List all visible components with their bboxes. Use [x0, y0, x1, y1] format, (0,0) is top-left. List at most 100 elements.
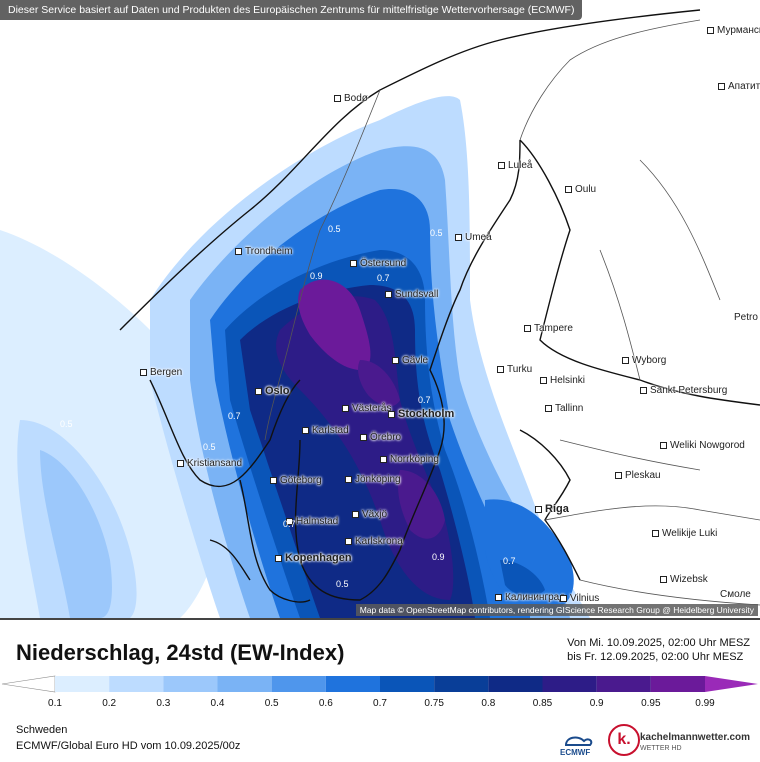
- city-marker-icon: [385, 290, 392, 298]
- map-attribution: Map data © OpenStreetMap contributors, r…: [355, 604, 758, 616]
- city-orebro: Örebro: [360, 432, 401, 443]
- city-vilnius: Vilnius: [560, 593, 599, 604]
- scale-tick-label: 0.85: [532, 698, 553, 709]
- forecast-map[interactable]: Dieser Service basiert auf Daten und Pro…: [0, 0, 760, 618]
- ecmwf-banner: Dieser Service basiert auf Daten und Pro…: [0, 0, 583, 20]
- city-petro: Petro: [734, 312, 758, 323]
- color-scale-bar: [1, 675, 758, 693]
- city-marker-icon: [302, 426, 309, 434]
- scale-tick-label: 0.1: [48, 698, 62, 709]
- contour-label: 0.5: [60, 419, 73, 429]
- city-marker-icon: [524, 324, 531, 332]
- contour-label: 0.5: [336, 579, 349, 589]
- city-marker-icon: [255, 387, 262, 395]
- city-marker-icon: [498, 161, 505, 169]
- scale-swatch: [55, 676, 110, 692]
- city-marker-icon: [270, 476, 277, 484]
- scale-tick-label: 0.99: [695, 698, 715, 709]
- scale-low-arrow: [1, 675, 56, 693]
- city-bergen: Bergen: [140, 367, 182, 378]
- city-marker-icon: [286, 517, 293, 525]
- scale-swatch: [271, 676, 326, 692]
- city-marker-icon: [140, 368, 147, 376]
- city-pleskau: Pleskau: [615, 470, 661, 481]
- scale-swatch: [650, 676, 705, 692]
- city-marker-icon: [660, 575, 667, 583]
- city-stockholm: Stockholm: [388, 408, 454, 420]
- city-lulea: Luleå: [498, 160, 532, 171]
- scale-tick-label: 0.3: [156, 698, 171, 709]
- city-marker-icon: [334, 94, 341, 102]
- city-marker-icon: [345, 475, 352, 483]
- contour-label: 0.7: [228, 411, 241, 421]
- city-tampere: Tampere: [524, 323, 573, 334]
- contour-label: 0.7: [283, 519, 296, 529]
- city-trondheim: Trondheim: [235, 246, 292, 257]
- city-marker-icon: [455, 233, 462, 241]
- city-karlstad: Karlstad: [302, 425, 349, 436]
- model-run-label: ECMWF/Global Euro HD vom 10.09.2025/00z: [16, 740, 241, 752]
- scale-tick-label: 0.6: [318, 698, 333, 709]
- city-marker-icon: [350, 259, 357, 267]
- city-apatity: Апатиты: [718, 81, 760, 92]
- region-label: Schweden: [16, 724, 68, 736]
- scale-swatch: [109, 676, 164, 692]
- city-marker-icon: [352, 510, 359, 518]
- contour-label: 0.5: [430, 228, 443, 238]
- city-goteborg: Göteborg: [270, 475, 322, 486]
- period-to: bis Fr. 12.09.2025, 02:00 Uhr MESZ: [567, 651, 744, 663]
- period-from: Von Mi. 10.09.2025, 02:00 Uhr MESZ: [567, 637, 750, 649]
- city-karlskrona: Karlskrona: [345, 536, 403, 547]
- color-scale-ticks: 0.1 0.2 0.3 0.4 0.5 0.6 0.7 0.75 0.8 0.85 0.9 0.95 0…: [0, 698, 760, 712]
- city-marker-icon: [718, 82, 725, 90]
- city-ostersund: Östersund: [350, 258, 406, 269]
- city-vasteras: Västerås: [342, 403, 391, 414]
- city-oslo: Oslo: [255, 385, 289, 397]
- contour-label: 0.7: [503, 556, 516, 566]
- contour-label: 0.9: [432, 552, 445, 562]
- city-marker-icon: [495, 593, 502, 601]
- city-sundsvall: Sundsvall: [385, 289, 438, 300]
- scale-high-arrow: [705, 676, 758, 692]
- kachelmann-subtitle: WETTER HD: [640, 745, 682, 752]
- contour-label: 0.5: [328, 224, 341, 234]
- kachelmann-site-name[interactable]: kachelmannwetter.com: [640, 732, 751, 743]
- city-riga: Riga: [535, 503, 569, 515]
- scale-tick-label: 0.9: [589, 698, 604, 709]
- legend-panel: Niederschlag, 24std (EW-Index) Von Mi. 1…: [0, 618, 760, 762]
- city-marker-icon: [660, 441, 667, 449]
- city-marker-icon: [345, 537, 352, 545]
- city-marker-icon: [640, 386, 647, 394]
- kachelmann-logo-icon[interactable]: k.: [608, 724, 640, 756]
- city-marker-icon: [615, 471, 622, 479]
- scale-swatch: [596, 676, 651, 692]
- city-kaliningrad: Калининград: [495, 592, 565, 603]
- scale-swatch: [488, 676, 543, 692]
- scale-tick-label: 0.75: [424, 698, 444, 709]
- city-marker-icon: [652, 529, 659, 537]
- city-marker-icon: [560, 594, 567, 602]
- contour-label: 0.7: [418, 395, 431, 405]
- scale-swatch: [380, 676, 435, 692]
- city-tallinn: Tallinn: [545, 403, 583, 414]
- city-marker-icon: [565, 185, 572, 193]
- city-gavle: Gävle: [392, 355, 428, 366]
- ecmwf-logo-icon: [564, 736, 593, 746]
- scale-swatch: [163, 676, 218, 692]
- city-kopenhagen: Kopenhagen: [275, 552, 352, 564]
- scale-swatch: [542, 676, 597, 692]
- city-oulu: Oulu: [565, 184, 596, 195]
- scale-tick-label: 0.8: [481, 698, 496, 709]
- city-wizebsk: Wizebsk: [660, 574, 708, 585]
- map-canvas: [0, 9, 760, 618]
- city-marker-icon: [707, 26, 714, 34]
- city-marker-icon: [540, 376, 547, 384]
- city-halmstad: Halmstad: [286, 516, 338, 527]
- city-norrkoping: Norrköping: [380, 454, 439, 465]
- city-marker-icon: [622, 356, 629, 364]
- city-jonkoping: Jönköping: [345, 474, 401, 485]
- city-marker-icon: [392, 356, 399, 364]
- city-marker-icon: [235, 247, 242, 255]
- city-sankt-petersburg: Sankt Petersburg: [640, 385, 727, 396]
- city-marker-icon: [380, 455, 387, 463]
